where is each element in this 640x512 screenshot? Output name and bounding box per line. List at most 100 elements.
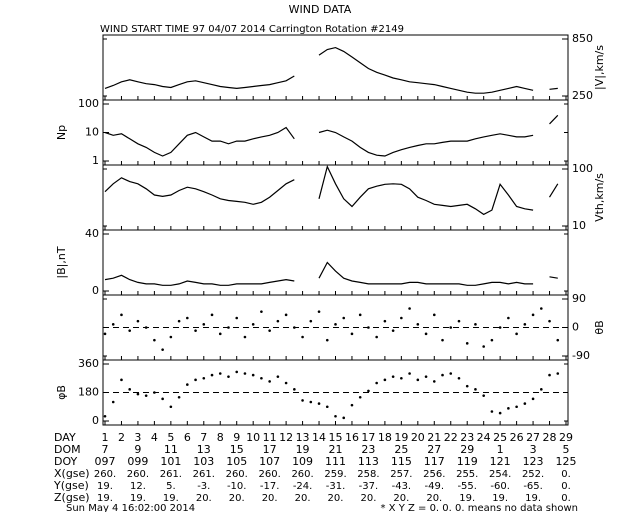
data-point bbox=[367, 389, 370, 393]
data-point bbox=[128, 329, 131, 332]
data-point bbox=[449, 372, 453, 375]
data-point bbox=[400, 376, 403, 380]
data-point bbox=[474, 323, 477, 326]
data-point bbox=[457, 319, 461, 323]
x-tick-label: 21 bbox=[427, 431, 441, 444]
data-line bbox=[104, 46, 558, 94]
row-value: -55. bbox=[457, 481, 477, 492]
data-point bbox=[408, 307, 411, 310]
row-value: 125 bbox=[556, 455, 577, 468]
data-point bbox=[482, 345, 485, 348]
data-point bbox=[441, 338, 444, 342]
row-value: 101 bbox=[160, 455, 181, 468]
data-point bbox=[169, 335, 173, 339]
row-value: 258. bbox=[357, 469, 379, 480]
x-tick-label: 2 bbox=[118, 431, 125, 444]
axis-label: |V|,km/s bbox=[593, 45, 606, 90]
row-value: 0. bbox=[561, 481, 571, 492]
row-value: 12. bbox=[130, 481, 146, 492]
y-tick-label: 0 bbox=[572, 321, 579, 334]
row-value: 19. bbox=[130, 493, 146, 504]
data-point bbox=[441, 373, 444, 377]
row-value: -17. bbox=[260, 481, 280, 492]
row-value: -24. bbox=[293, 481, 313, 492]
row-label: DOM bbox=[54, 443, 81, 456]
data-point bbox=[153, 391, 156, 394]
x-tick-label: 27 bbox=[526, 431, 540, 444]
data-point bbox=[523, 323, 527, 326]
row-value: 15 bbox=[230, 443, 244, 456]
data-point bbox=[309, 400, 313, 404]
data-point bbox=[260, 376, 263, 380]
data-point bbox=[161, 397, 164, 401]
y-tick-label: 90 bbox=[572, 292, 586, 305]
x-tick-label: 3 bbox=[134, 431, 141, 444]
row-value: 5 bbox=[563, 443, 570, 456]
row-value: 260. bbox=[226, 469, 248, 480]
data-point bbox=[268, 380, 271, 383]
row-value: 1 bbox=[497, 443, 504, 456]
data-point bbox=[161, 348, 164, 351]
data-point bbox=[490, 338, 494, 342]
data-point bbox=[194, 329, 197, 332]
x-tick-label: 5 bbox=[167, 431, 174, 444]
data-point bbox=[293, 388, 296, 391]
row-value: 23 bbox=[361, 443, 375, 456]
row-value: 255. bbox=[456, 469, 478, 480]
footer-date: Sun May 4 16:02:00 2014 bbox=[66, 503, 195, 512]
data-point bbox=[276, 375, 280, 378]
row-value: 0. bbox=[561, 493, 571, 504]
row-value: 19 bbox=[296, 443, 310, 456]
data-point bbox=[416, 378, 420, 382]
row-value: 20. bbox=[328, 493, 344, 504]
data-point bbox=[243, 335, 247, 339]
row-label: Z(gse) bbox=[54, 491, 90, 504]
data-point bbox=[342, 416, 346, 420]
axis-label: θB bbox=[593, 320, 606, 334]
data-point bbox=[284, 313, 288, 317]
axis-label: φB bbox=[55, 385, 68, 400]
data-point bbox=[111, 400, 115, 404]
row-value: 25 bbox=[394, 443, 408, 456]
data-point bbox=[210, 313, 214, 317]
row-value: 260. bbox=[127, 469, 149, 480]
data-point bbox=[301, 399, 304, 402]
x-tick-label: 29 bbox=[559, 431, 573, 444]
row-value: -31. bbox=[326, 481, 346, 492]
data-point bbox=[391, 375, 395, 378]
row-value: -37. bbox=[359, 481, 379, 492]
row-value: 103 bbox=[193, 455, 214, 468]
data-point bbox=[153, 338, 156, 342]
data-point bbox=[457, 376, 461, 380]
axis-label: |B|,nT bbox=[55, 246, 68, 278]
plot-title: WIND DATA bbox=[289, 3, 352, 16]
data-point bbox=[251, 323, 255, 326]
row-value: 117 bbox=[424, 455, 445, 468]
row-value: -60. bbox=[490, 481, 510, 492]
row-value: 252. bbox=[522, 469, 544, 480]
row-value: 9 bbox=[134, 443, 141, 456]
data-point bbox=[293, 326, 296, 329]
row-value: 254. bbox=[489, 469, 511, 480]
data-point bbox=[540, 307, 543, 310]
data-point bbox=[490, 410, 494, 413]
data-point bbox=[334, 414, 337, 418]
row-value: 261. bbox=[193, 469, 215, 480]
row-value: 11 bbox=[164, 443, 178, 456]
data-point bbox=[432, 380, 436, 383]
y-tick-label: 10 bbox=[85, 126, 99, 139]
row-value: 109 bbox=[292, 455, 313, 468]
y-tick-label: 40 bbox=[85, 227, 99, 240]
data-point bbox=[482, 394, 485, 397]
data-point bbox=[210, 373, 214, 377]
plot-subtitle: WIND START TIME 97 04/07 2014 Carrington… bbox=[100, 24, 404, 35]
x-tick-label: 25 bbox=[493, 431, 507, 444]
data-point bbox=[531, 397, 535, 401]
data-point bbox=[325, 338, 329, 342]
data-point bbox=[400, 316, 403, 320]
row-value: -49. bbox=[425, 481, 445, 492]
y-tick-label: 250 bbox=[572, 89, 593, 102]
x-tick-label: 6 bbox=[184, 431, 191, 444]
footer-note: * X Y Z = 0. 0. 0. means no data shown bbox=[380, 503, 578, 512]
data-point bbox=[218, 372, 222, 375]
